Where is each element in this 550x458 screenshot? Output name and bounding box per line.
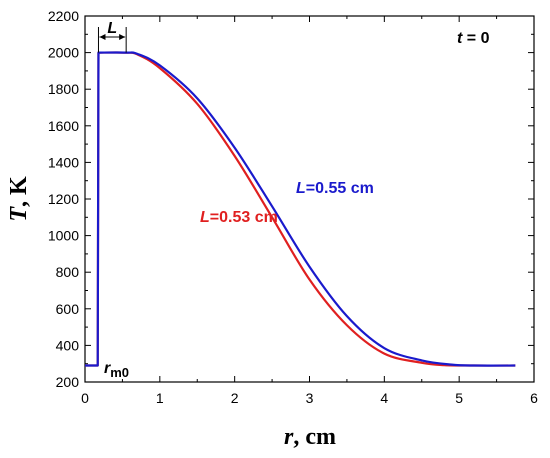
x-tick-label-6: 6 [530, 390, 538, 406]
series-line-0 [85, 51, 516, 367]
series-label-L055: L=0.55 cm [296, 180, 374, 197]
x-tick-label-5: 5 [455, 390, 463, 406]
axis-ticks: 0 1 2 3 4 5 6 200 400 600 800 1000 1200 1400 1600 1800 2… [48, 8, 538, 406]
x-tick-label-2: 2 [231, 390, 239, 406]
series-label-L053: L=0.53 cm [200, 209, 278, 226]
x-tick-label-1: 1 [156, 390, 164, 406]
y-tick-label-9: 2000 [48, 45, 79, 61]
y-tick-label-2: 600 [56, 301, 80, 317]
y-tick-label-8: 1800 [48, 81, 79, 97]
y-axis-title: T, K [6, 176, 32, 222]
width-marker: L [97, 20, 127, 53]
y-tick-label-6: 1400 [48, 154, 79, 170]
y-tick-label-3: 800 [56, 264, 80, 280]
y-tick-label-7: 1600 [48, 118, 79, 134]
x-tick-label-0: 0 [81, 390, 89, 406]
rm0-label: rm0 [104, 360, 129, 380]
series-group [85, 51, 516, 367]
plot-frame [84, 15, 535, 383]
marker-label: L [107, 20, 117, 37]
series-line-1 [85, 51, 516, 367]
marker-arrowhead-left [99, 34, 106, 40]
y-tick-label-1: 400 [56, 337, 80, 353]
time-annotation: t = 0 [457, 30, 490, 47]
x-axis-title: r, cm [284, 424, 336, 450]
y-tick-label-4: 1000 [48, 228, 79, 244]
x-tick-label-4: 4 [380, 390, 388, 406]
y-tick-label-10: 2200 [48, 8, 79, 24]
x-tick-label-3: 3 [306, 390, 314, 406]
marker-arrowhead-right [119, 34, 126, 40]
y-tick-label-0: 200 [56, 374, 80, 390]
y-tick-label-5: 1200 [48, 191, 79, 207]
